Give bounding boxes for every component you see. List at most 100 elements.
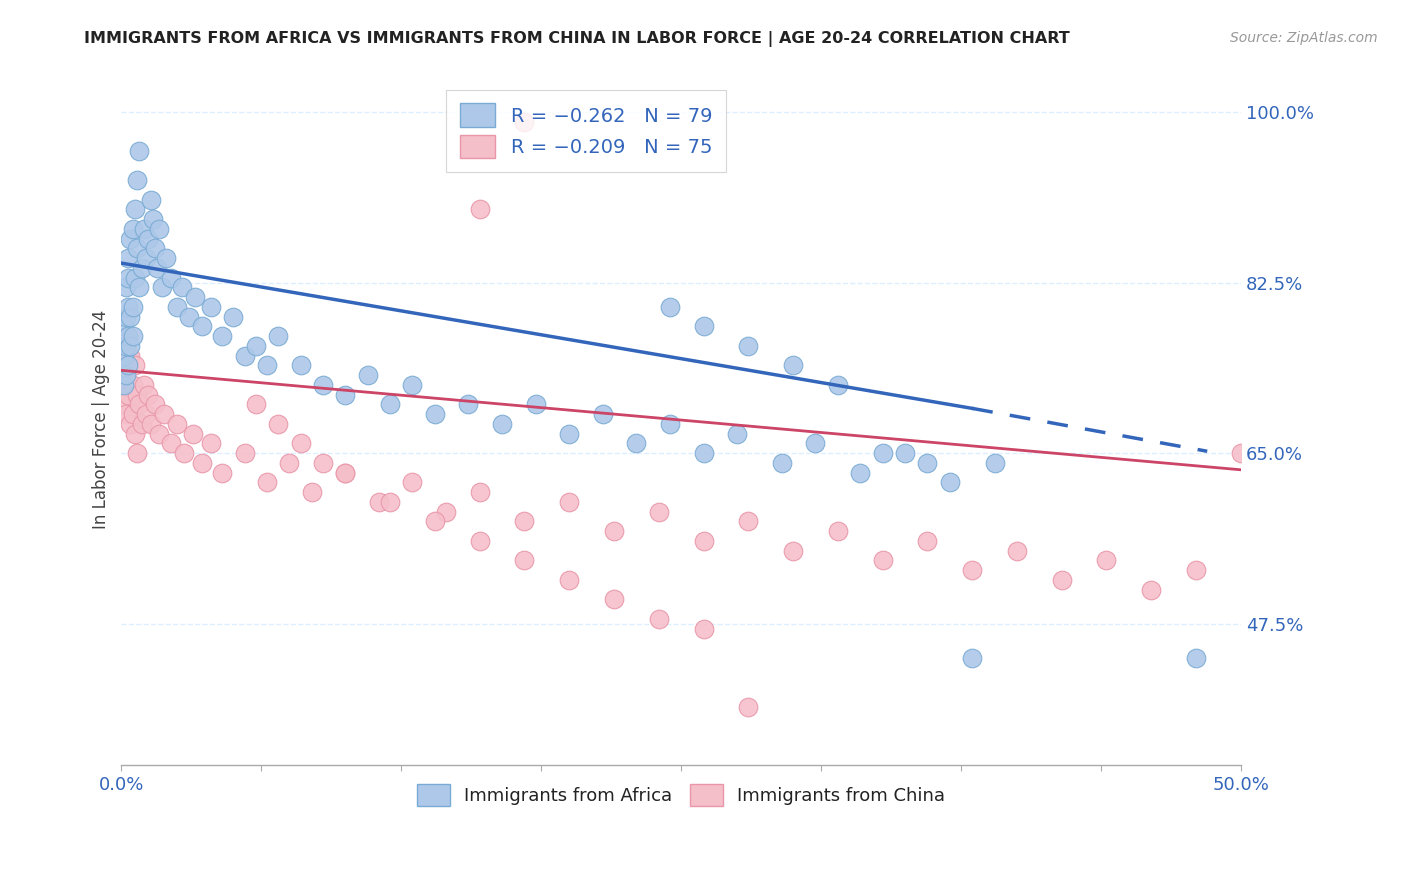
Point: [211, 466, 233, 480]
Point: [1050, 573, 1073, 587]
Point: [378, 495, 401, 509]
Point: [112, 349, 135, 363]
Point: [335, 466, 357, 480]
Point: [558, 426, 581, 441]
Point: [648, 612, 671, 626]
Point: [121, 378, 143, 392]
Point: [127, 446, 149, 460]
Point: [211, 329, 233, 343]
Point: [725, 426, 748, 441]
Point: [117, 329, 139, 343]
Point: [692, 319, 714, 334]
Point: [127, 173, 149, 187]
Point: [401, 378, 423, 392]
Point: [558, 573, 581, 587]
Point: [592, 407, 614, 421]
Point: [737, 515, 759, 529]
Point: [115, 368, 138, 383]
Point: [1005, 543, 1028, 558]
Point: [378, 397, 401, 411]
Point: [245, 339, 267, 353]
Point: [894, 446, 917, 460]
Point: [301, 485, 323, 500]
Point: [120, 310, 142, 324]
Point: [132, 378, 155, 392]
Point: [117, 388, 139, 402]
Point: [804, 436, 827, 450]
Point: [401, 475, 423, 490]
Point: [423, 515, 446, 529]
Point: [1095, 553, 1118, 567]
Point: [173, 446, 195, 460]
Point: [135, 407, 157, 421]
Point: [142, 212, 165, 227]
Point: [200, 300, 222, 314]
Point: [983, 456, 1005, 470]
Point: [256, 359, 278, 373]
Point: [849, 466, 872, 480]
Point: [159, 436, 181, 450]
Point: [115, 407, 138, 421]
Point: [115, 339, 138, 353]
Point: [558, 495, 581, 509]
Point: [112, 378, 135, 392]
Point: [200, 436, 222, 450]
Point: [166, 417, 188, 431]
Point: [423, 407, 446, 421]
Legend: Immigrants from Africa, Immigrants from China: Immigrants from Africa, Immigrants from …: [408, 775, 955, 815]
Point: [117, 359, 139, 373]
Point: [121, 329, 143, 343]
Point: [278, 456, 301, 470]
Point: [121, 407, 143, 421]
Point: [128, 144, 150, 158]
Point: [136, 232, 159, 246]
Text: Source: ZipAtlas.com: Source: ZipAtlas.com: [1230, 31, 1378, 45]
Point: [233, 446, 256, 460]
Point: [960, 563, 983, 577]
Point: [335, 466, 357, 480]
Point: [131, 417, 153, 431]
Point: [468, 533, 491, 548]
Point: [120, 339, 142, 353]
Point: [939, 475, 962, 490]
Point: [112, 319, 135, 334]
Point: [692, 446, 714, 460]
Point: [117, 270, 139, 285]
Point: [148, 222, 170, 236]
Point: [468, 485, 491, 500]
Point: [112, 397, 135, 411]
Point: [626, 436, 648, 450]
Point: [121, 300, 143, 314]
Point: [135, 251, 157, 265]
Point: [112, 378, 135, 392]
Point: [513, 553, 536, 567]
Point: [117, 251, 139, 265]
Point: [120, 417, 142, 431]
Point: [124, 270, 146, 285]
Point: [128, 280, 150, 294]
Point: [290, 436, 312, 450]
Point: [290, 359, 312, 373]
Point: [491, 417, 513, 431]
Point: [166, 300, 188, 314]
Point: [121, 222, 143, 236]
Point: [917, 533, 939, 548]
Y-axis label: In Labor Force | Age 20-24: In Labor Force | Age 20-24: [93, 310, 110, 529]
Point: [960, 651, 983, 665]
Point: [524, 397, 547, 411]
Point: [827, 524, 849, 539]
Point: [256, 475, 278, 490]
Point: [267, 417, 290, 431]
Point: [132, 222, 155, 236]
Point: [148, 426, 170, 441]
Point: [737, 339, 759, 353]
Point: [782, 543, 804, 558]
Point: [143, 397, 166, 411]
Point: [131, 260, 153, 275]
Point: [1140, 582, 1163, 597]
Point: [177, 310, 200, 324]
Point: [513, 515, 536, 529]
Point: [117, 329, 139, 343]
Point: [143, 242, 166, 256]
Point: [115, 310, 138, 324]
